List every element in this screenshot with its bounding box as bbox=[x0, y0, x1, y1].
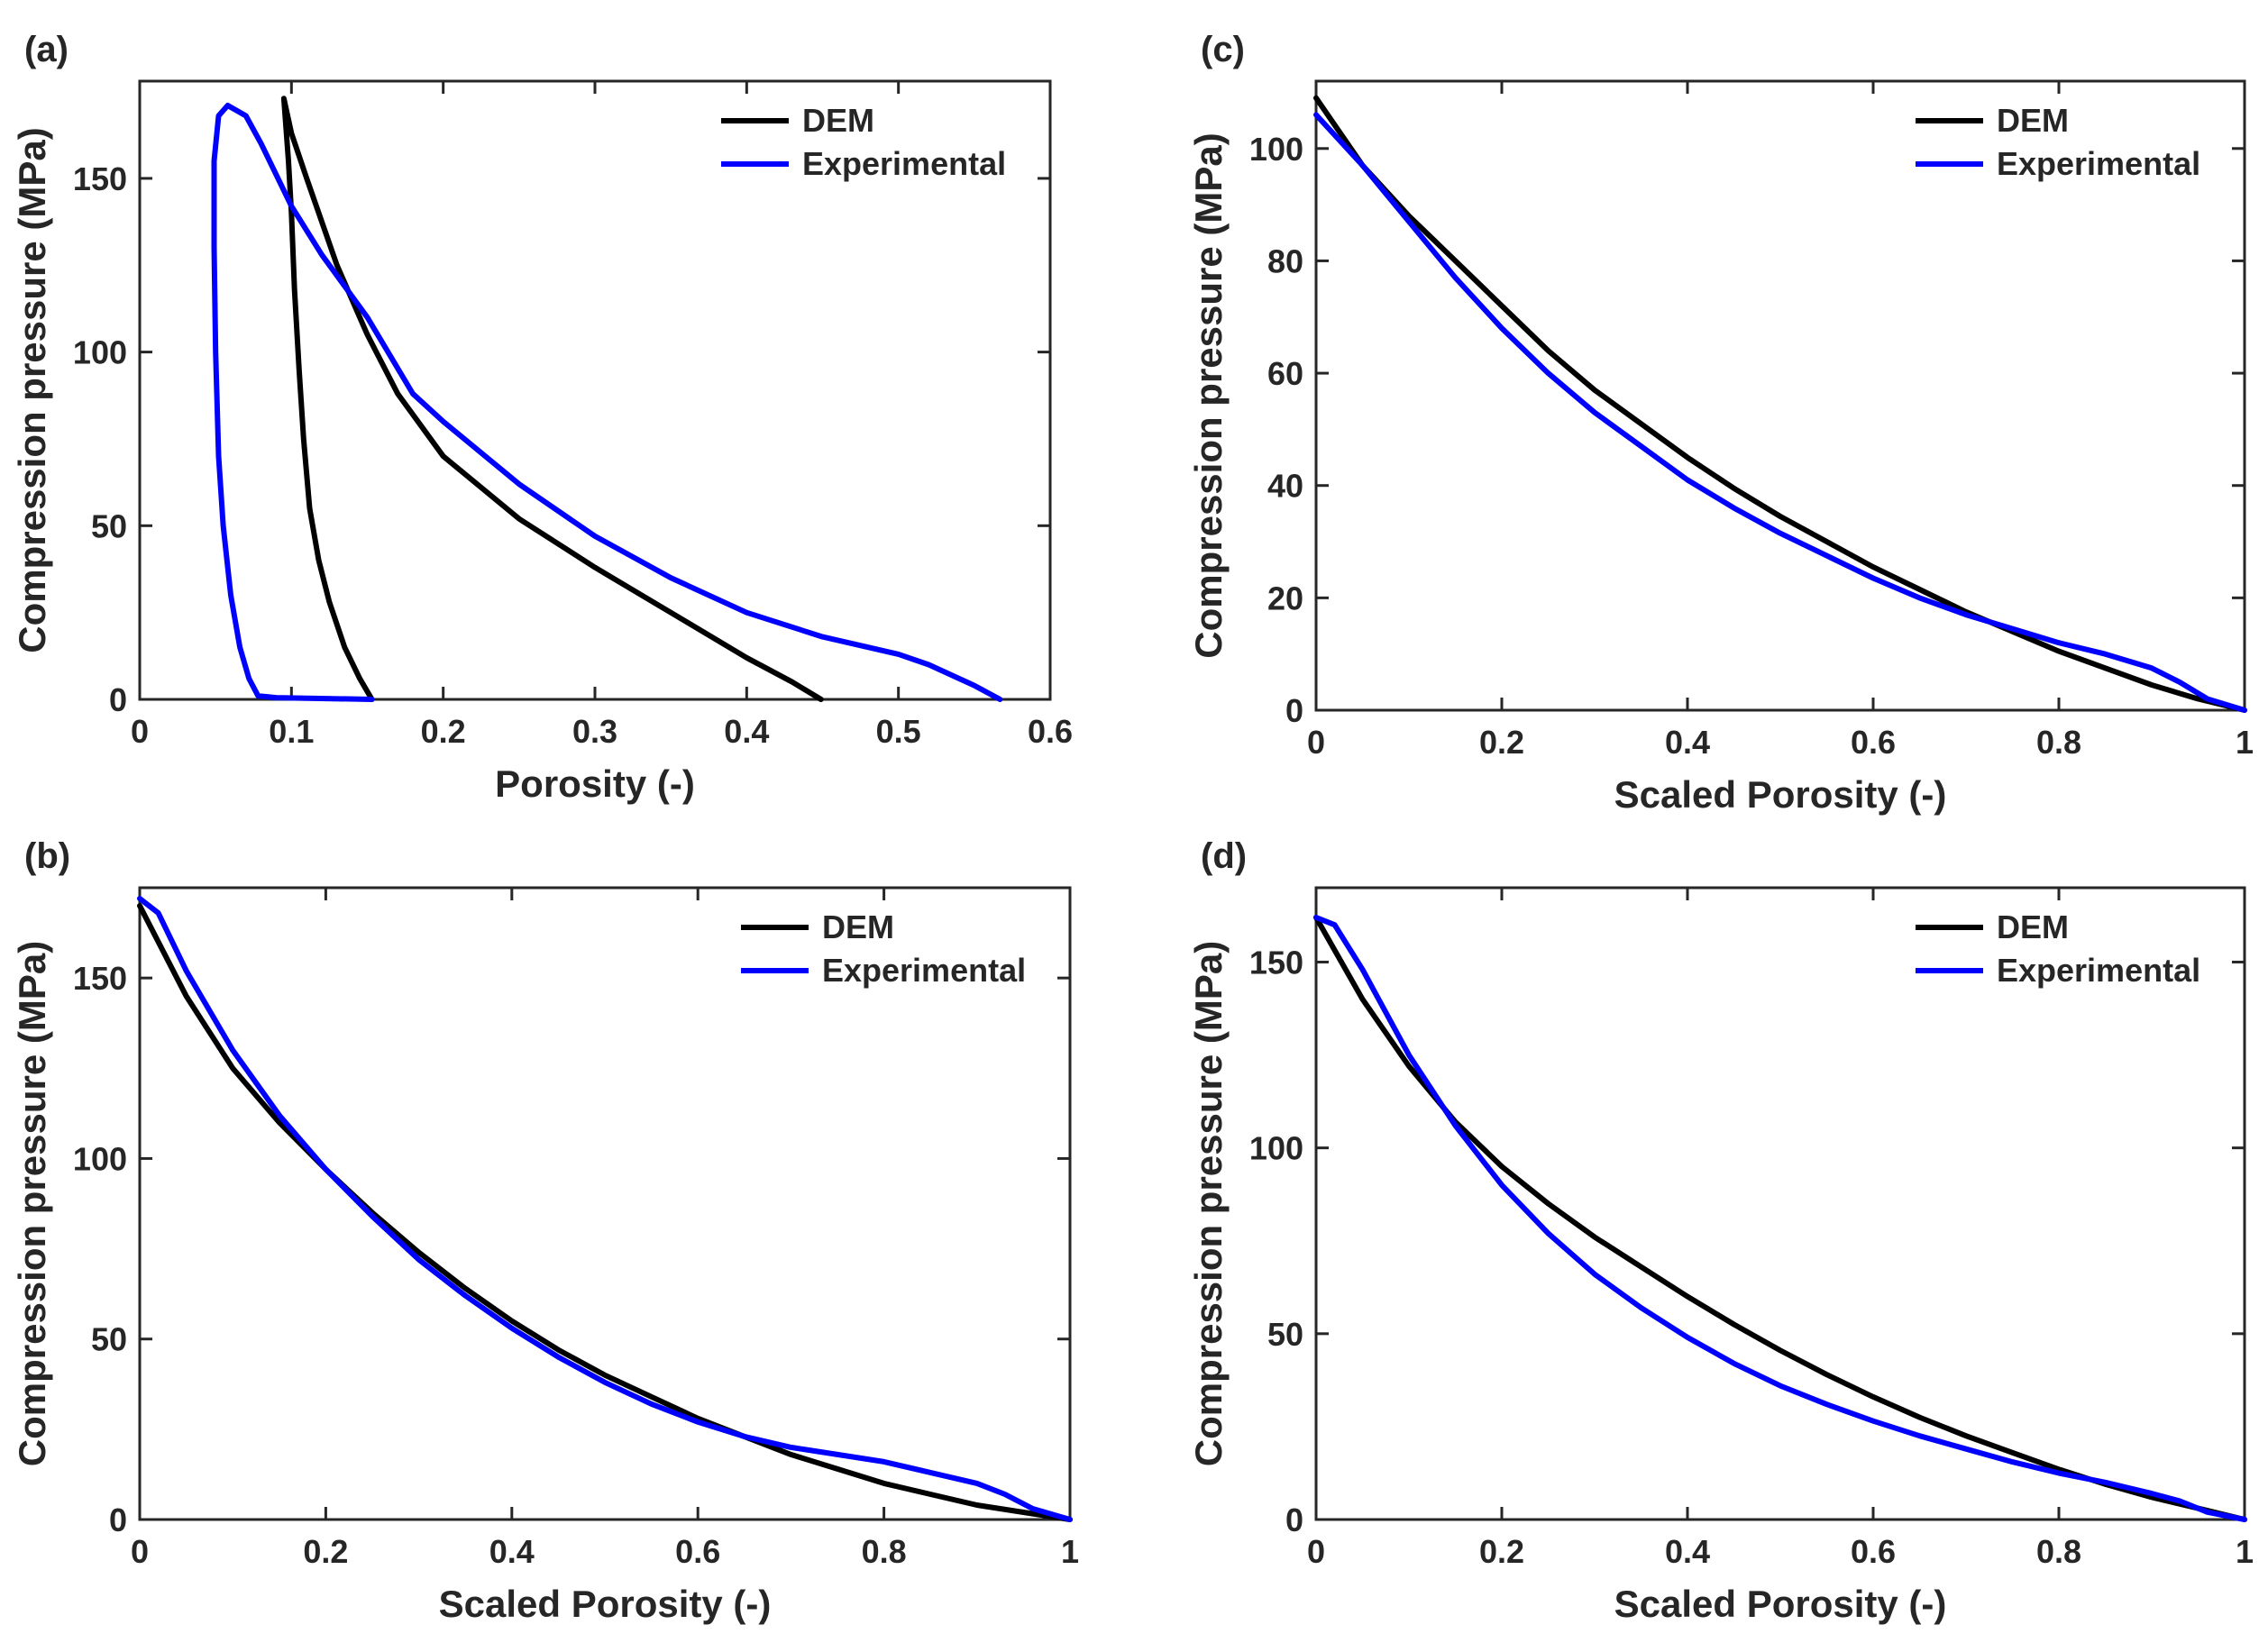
series-line-d-dem bbox=[1313, 915, 2247, 1522]
y-axis-label-a: Compression pressure (MPa) bbox=[11, 127, 53, 653]
x-axis-label-a: Porosity (-) bbox=[495, 762, 695, 805]
y-tick-label-b: 50 bbox=[91, 1321, 127, 1358]
series-line-c-experimental bbox=[1313, 112, 2247, 713]
y-tick-label-c: 60 bbox=[1267, 355, 1303, 392]
x-tick-label-c: 0.8 bbox=[2036, 724, 2081, 761]
legend-label-a-experimental: Experimental bbox=[802, 145, 1006, 182]
x-tick-label-c: 0 bbox=[1307, 724, 1325, 761]
x-axis-label-c: Scaled Porosity (-) bbox=[1614, 773, 1947, 816]
y-tick-label-d: 50 bbox=[1267, 1316, 1303, 1353]
y-tick-label-c: 40 bbox=[1267, 468, 1303, 505]
x-tick-label-d: 0.2 bbox=[1479, 1533, 1524, 1570]
x-tick-label-a: 0.5 bbox=[876, 713, 921, 750]
x-tick-label-d: 0 bbox=[1307, 1533, 1325, 1570]
panel-label-b: (b) bbox=[24, 836, 70, 876]
y-tick-label-a: 150 bbox=[73, 160, 127, 197]
panel-a: (a) 0 0.1 0.2 0.3 0.4 0.5 0.6 0 50 100 150 Porosity … bbox=[11, 30, 1073, 805]
x-tick-label-a: 0.2 bbox=[421, 713, 466, 750]
panel-d: (d) 0 0.2 0.4 0.6 0.8 1 0 50 100 150 Scaled Porosit… bbox=[1187, 836, 2254, 1625]
x-tick-label-a: 0.3 bbox=[572, 713, 617, 750]
x-tick-label-c: 1 bbox=[2236, 724, 2254, 761]
y-axis-label-c: Compression pressure (MPa) bbox=[1187, 132, 1230, 659]
y-tick-label-a: 50 bbox=[91, 507, 127, 544]
legend-label-b-experimental: Experimental bbox=[822, 952, 1026, 989]
y-tick-label-c: 80 bbox=[1267, 242, 1303, 279]
series-line-a-dem bbox=[280, 96, 824, 702]
y-tick-label-d: 0 bbox=[1285, 1501, 1303, 1538]
series-line-d-experimental bbox=[1313, 915, 2247, 1522]
y-tick-label-c: 0 bbox=[1285, 692, 1303, 729]
y-tick-label-b: 100 bbox=[73, 1140, 127, 1177]
y-tick-label-a: 0 bbox=[109, 681, 127, 718]
legend-label-b-dem: DEM bbox=[822, 908, 894, 945]
x-tick-label-d: 0.6 bbox=[1851, 1533, 1896, 1570]
x-tick-label-d: 0.4 bbox=[1665, 1533, 1710, 1570]
x-tick-label-b: 0.6 bbox=[675, 1533, 720, 1570]
legend-label-d-dem: DEM bbox=[1997, 908, 2069, 945]
plot-frame-c bbox=[1314, 79, 2246, 712]
y-tick-label-a: 100 bbox=[73, 334, 127, 371]
x-axis-label-d: Scaled Porosity (-) bbox=[1614, 1583, 1947, 1625]
series-line-a-experimental bbox=[211, 103, 1003, 702]
legend-label-a-dem: DEM bbox=[802, 102, 874, 139]
y-axis-label-d: Compression pressure (MPa) bbox=[1187, 941, 1230, 1467]
x-tick-label-b: 0.2 bbox=[303, 1533, 348, 1570]
x-tick-label-b: 1 bbox=[1061, 1533, 1079, 1570]
x-tick-label-d: 0.8 bbox=[2036, 1533, 2081, 1570]
y-tick-label-b: 150 bbox=[73, 960, 127, 997]
y-tick-label-d: 100 bbox=[1249, 1130, 1303, 1167]
x-tick-label-c: 0.4 bbox=[1665, 724, 1710, 761]
panel-label-a: (a) bbox=[24, 30, 69, 69]
series-line-b-dem bbox=[137, 903, 1073, 1522]
x-tick-label-a: 0.6 bbox=[1028, 713, 1073, 750]
x-tick-label-a: 0.4 bbox=[724, 713, 769, 750]
x-tick-label-d: 1 bbox=[2236, 1533, 2254, 1570]
series-line-c-dem bbox=[1313, 95, 2247, 713]
panel-label-c: (c) bbox=[1201, 30, 1245, 69]
y-tick-label-c: 100 bbox=[1249, 131, 1303, 168]
y-tick-label-b: 0 bbox=[109, 1501, 127, 1538]
x-tick-label-c: 0.6 bbox=[1851, 724, 1896, 761]
panel-label-d: (d) bbox=[1201, 836, 1247, 876]
legend-label-c-dem: DEM bbox=[1997, 102, 2069, 139]
panel-c: (c) 0 0.2 0.4 0.6 0.8 1 0 20 40 60 80 100 Scaled Poro… bbox=[1187, 30, 2254, 816]
panel-b: (b) 0 0.2 0.4 0.6 0.8 1 0 50 100 150 Scaled Porosit… bbox=[11, 836, 1079, 1625]
x-tick-label-a: 0 bbox=[131, 713, 149, 750]
x-tick-label-b: 0 bbox=[131, 1533, 149, 1570]
y-tick-label-d: 150 bbox=[1249, 944, 1303, 981]
series-line-b-experimental bbox=[137, 896, 1073, 1522]
x-tick-label-c: 0.2 bbox=[1479, 724, 1524, 761]
x-tick-label-b: 0.8 bbox=[862, 1533, 907, 1570]
x-tick-label-b: 0.4 bbox=[489, 1533, 535, 1570]
x-axis-label-b: Scaled Porosity (-) bbox=[439, 1583, 772, 1625]
plot-frame-b bbox=[138, 886, 1072, 1521]
legend-label-c-experimental: Experimental bbox=[1997, 145, 2200, 182]
x-tick-label-a: 0.1 bbox=[269, 713, 314, 750]
plot-frame-d bbox=[1314, 886, 2246, 1521]
y-tick-label-c: 20 bbox=[1267, 580, 1303, 616]
legend-label-d-experimental: Experimental bbox=[1997, 952, 2200, 989]
y-axis-label-b: Compression pressure (MPa) bbox=[11, 941, 53, 1467]
